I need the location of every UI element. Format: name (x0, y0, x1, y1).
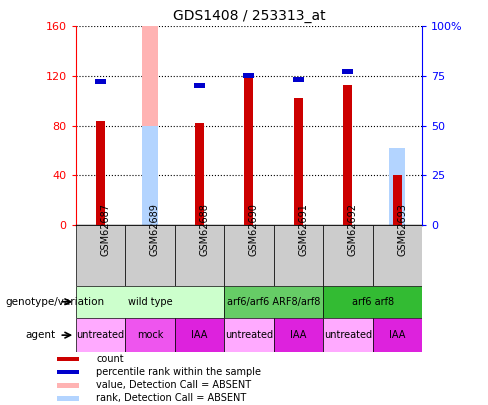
Bar (194, 83, 205, 88)
Bar (195, 123, 204, 225)
Text: GSM62687: GSM62687 (101, 203, 110, 256)
Bar (343, 70, 353, 75)
Bar (323, 225, 373, 286)
Bar (344, 85, 352, 225)
Bar (95, 79, 106, 84)
Bar (389, 181, 406, 225)
Text: value, Detection Call = ABSENT: value, Detection Call = ABSENT (96, 380, 251, 390)
Bar (142, 26, 158, 225)
Text: wild type: wild type (127, 297, 172, 307)
Bar (294, 98, 303, 225)
Bar (175, 225, 224, 286)
Text: genotype/variation: genotype/variation (5, 297, 104, 307)
Text: percentile rank within the sample: percentile rank within the sample (96, 367, 261, 377)
Bar (293, 77, 304, 82)
Text: IAA: IAA (191, 330, 207, 340)
Bar (76, 318, 125, 352)
Text: agent: agent (25, 330, 56, 340)
Bar (393, 175, 402, 225)
Text: untreated: untreated (76, 330, 124, 340)
Text: untreated: untreated (225, 330, 273, 340)
Text: GSM62692: GSM62692 (348, 203, 358, 256)
Bar (274, 225, 323, 286)
Bar (125, 318, 175, 352)
Text: GSM62691: GSM62691 (298, 203, 308, 256)
Bar (224, 225, 274, 286)
Bar (58, 396, 79, 401)
Bar (274, 318, 323, 352)
Text: GSM62688: GSM62688 (200, 203, 209, 256)
Bar (244, 73, 254, 79)
Text: GSM62693: GSM62693 (397, 203, 407, 256)
Bar (175, 318, 224, 352)
Bar (389, 148, 406, 225)
Text: untreated: untreated (324, 330, 372, 340)
Text: GSM62690: GSM62690 (249, 203, 259, 256)
Bar (96, 121, 105, 225)
Title: GDS1408 / 253313_at: GDS1408 / 253313_at (173, 9, 325, 23)
Text: arf6/arf6 ARF8/arf8: arf6/arf6 ARF8/arf8 (227, 297, 320, 307)
Bar (224, 318, 274, 352)
Bar (76, 286, 224, 318)
Bar (224, 286, 323, 318)
Bar (125, 225, 175, 286)
Text: IAA: IAA (290, 330, 306, 340)
Bar (58, 383, 79, 388)
Bar (373, 225, 422, 286)
Bar (323, 318, 373, 352)
Text: count: count (96, 354, 123, 364)
Text: IAA: IAA (389, 330, 406, 340)
Bar (244, 79, 253, 225)
Text: GSM62689: GSM62689 (150, 203, 160, 256)
Text: rank, Detection Call = ABSENT: rank, Detection Call = ABSENT (96, 393, 246, 403)
Bar (373, 318, 422, 352)
Bar (142, 126, 158, 225)
Bar (76, 225, 125, 286)
Bar (323, 286, 422, 318)
Bar (58, 357, 79, 361)
Text: mock: mock (137, 330, 163, 340)
Text: arf6 arf8: arf6 arf8 (351, 297, 394, 307)
Bar (58, 370, 79, 374)
